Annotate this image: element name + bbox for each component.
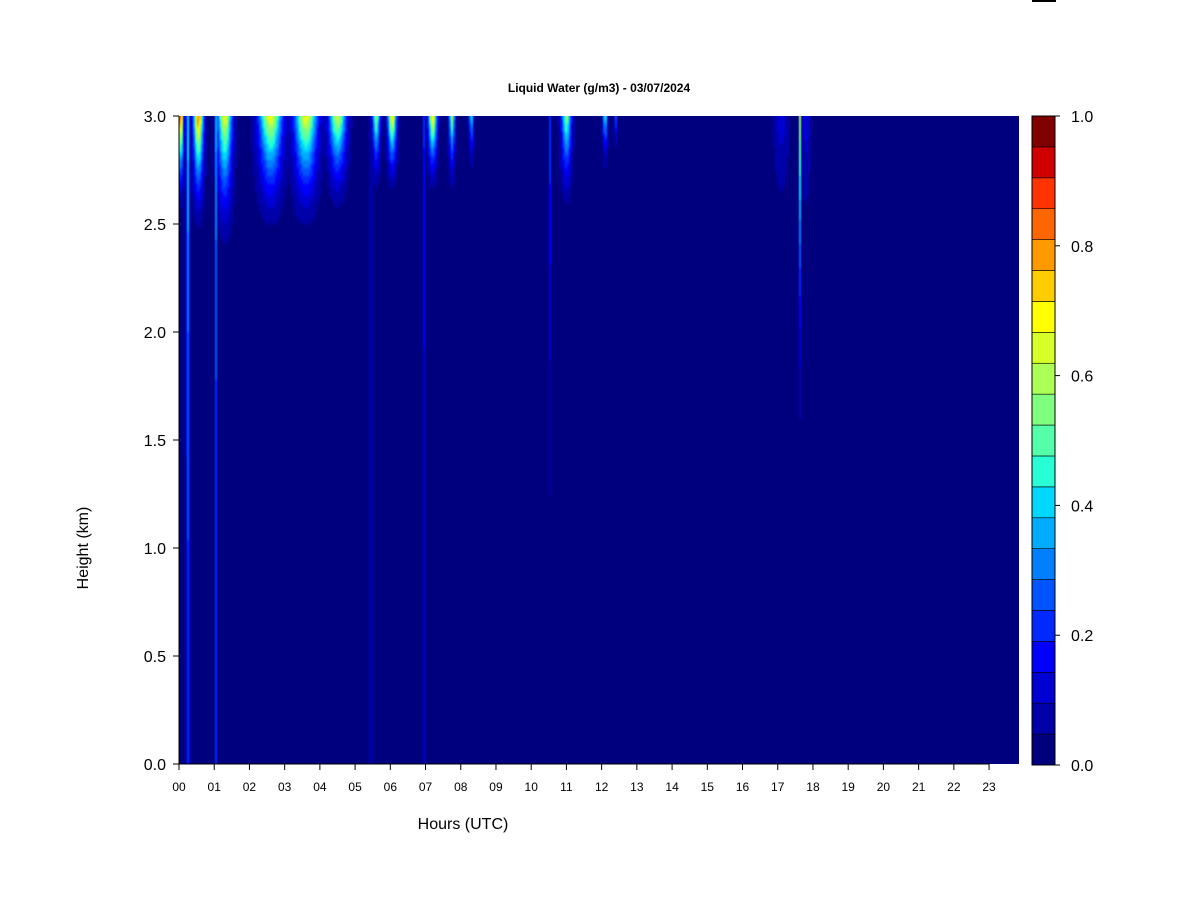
plot-area: [179, 116, 1019, 764]
y-axis-label: Height (km): [75, 507, 92, 590]
y-tick-label: 0.0: [144, 757, 166, 774]
colorbar-segment: [1031, 362, 1056, 395]
colorbar-segment: [1031, 301, 1056, 333]
x-tick-label: 16: [736, 780, 750, 794]
x-tick-label: 14: [665, 780, 679, 794]
x-axis-label: Hours (UTC): [418, 816, 509, 833]
y-tick-label: 2.5: [144, 217, 166, 234]
colorbar-segment: [1031, 455, 1056, 488]
x-tick-label: 20: [877, 780, 891, 794]
colorbar-segment: [1031, 486, 1056, 519]
colorbar-segment: [1031, 517, 1056, 549]
x-tick-label: 22: [947, 780, 961, 794]
x-tick-label: 03: [278, 780, 292, 794]
y-tick-label: 1.0: [144, 541, 166, 558]
x-tick-label: 07: [419, 780, 433, 794]
colorbar-segment: [1031, 177, 1056, 210]
colorbar-segment: [1031, 115, 1056, 148]
x-tick-label: 00: [172, 780, 186, 794]
x-tick-label: 21: [912, 780, 926, 794]
y-tick-label: 0.5: [144, 649, 166, 666]
x-tick-label: 06: [384, 780, 398, 794]
x-tick-label: 04: [313, 780, 327, 794]
colorbar-segment: [1031, 393, 1056, 426]
colorbar-segment: [1031, 671, 1056, 704]
colorbar: 0.0 0.2 0.4 0.6 0.8 1.0: [1031, 109, 1093, 775]
x-tick-label: 09: [489, 780, 503, 794]
x-tick-label: 11: [560, 780, 573, 794]
x-tick-label: 08: [454, 780, 468, 794]
x-tick-label: 23: [982, 780, 996, 794]
heatmap-image: [179, 116, 1019, 764]
colorbar-segment: [1031, 702, 1056, 735]
colorbar-segment: [1031, 208, 1056, 240]
axes: 00 01 02 03 04 05 06 07 08 09 10 11 12 13 14 15 16 17 18 19…: [144, 109, 996, 794]
x-tick-label: 05: [348, 780, 362, 794]
colorbar-segment: [1031, 146, 1056, 179]
x-tick-label: 02: [243, 780, 257, 794]
x-tick-label: 01: [208, 780, 222, 794]
x-tick-label: 13: [630, 780, 644, 794]
colorbar-segment: [1031, 733, 1056, 766]
x-tick-label: 10: [525, 780, 539, 794]
y-tick-label: 3.0: [144, 109, 166, 126]
colorbar-tick-label: 0.4: [1071, 498, 1093, 515]
colorbar-segment: [1031, 424, 1056, 457]
colorbar-segment: [1031, 610, 1056, 642]
colorbar-tick-label: 0.2: [1071, 628, 1093, 645]
colorbar-tick-label: 0.8: [1071, 239, 1093, 256]
colorbar-tick-label: 0.6: [1071, 369, 1093, 386]
x-tick-label: 17: [771, 780, 785, 794]
colorbar-segment: [1031, 332, 1056, 364]
x-tick-label: 12: [595, 780, 609, 794]
colorbar-segment: [1031, 270, 1056, 302]
colorbar-frame: [1031, 115, 1056, 766]
chart-title: Liquid Water (g/m3) - 03/07/2024: [508, 81, 691, 95]
x-tick-label: 18: [806, 780, 820, 794]
colorbar-tick-label: 0.0: [1071, 758, 1093, 775]
colorbar-segment: [1031, 548, 1056, 580]
x-tick-label: 19: [842, 780, 856, 794]
colorbar-segment: [1031, 579, 1056, 611]
colorbar-segment: [1031, 239, 1056, 271]
corner-mark: [1032, 0, 1056, 2]
y-tick-label: 1.5: [144, 433, 166, 450]
y-tick-label: 2.0: [144, 325, 166, 342]
x-tick-label: 15: [701, 780, 715, 794]
colorbar-segment: [1031, 641, 1056, 673]
colorbar-tick-label: 1.0: [1071, 109, 1093, 126]
